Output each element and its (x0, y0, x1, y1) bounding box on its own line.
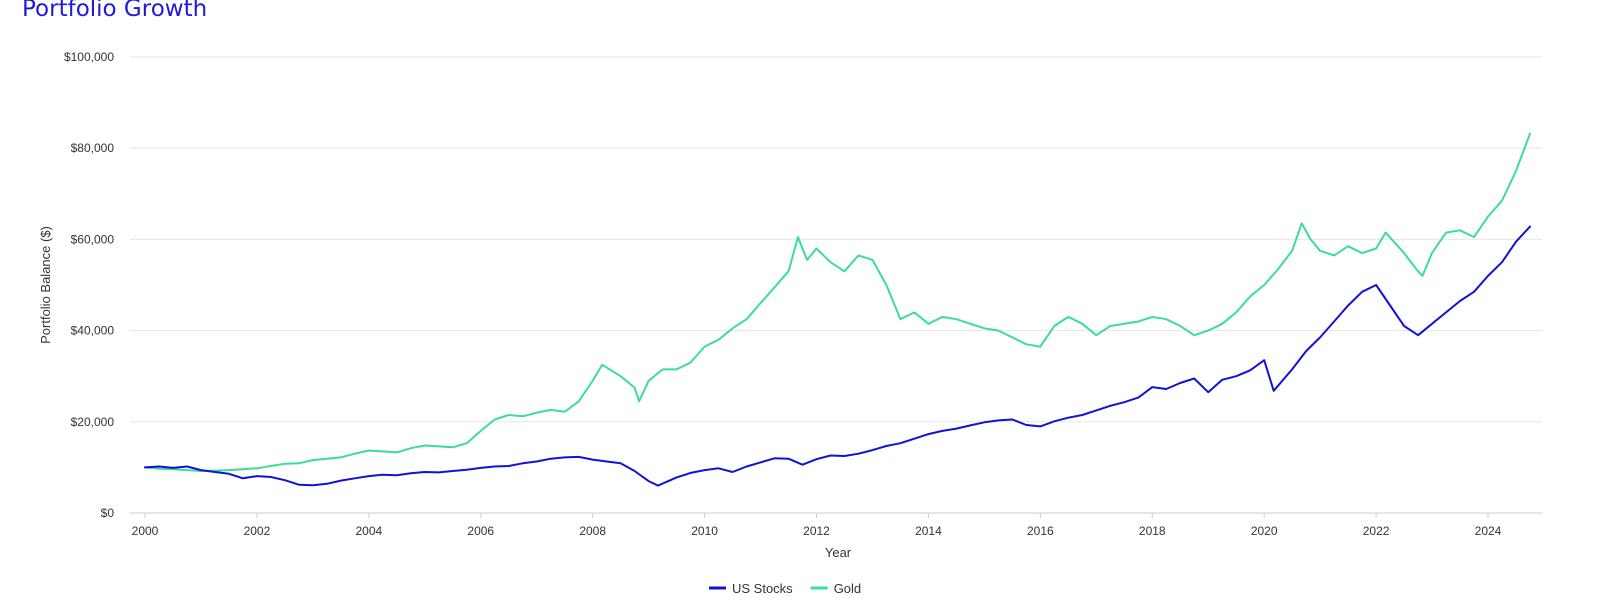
x-tick-label: 2010 (691, 524, 718, 538)
series-line-gold (144, 132, 1531, 472)
x-tick-label: 2014 (915, 524, 942, 538)
grid-lines (130, 56, 1542, 514)
y-tick-label: $20,000 (71, 415, 115, 429)
x-tick-label: 2004 (355, 524, 382, 538)
legend-item-gold[interactable]: Gold (810, 581, 861, 596)
y-axis-label: Portfolio Balance ($) (38, 226, 53, 344)
legend-label: Gold (834, 581, 861, 596)
y-tick-label: $40,000 (71, 324, 115, 338)
legend: US Stocks Gold (709, 581, 861, 596)
x-tick-label: 2016 (1027, 524, 1054, 538)
x-tick-label: 2020 (1251, 524, 1278, 538)
legend-item-us-stocks[interactable]: US Stocks (709, 581, 793, 596)
x-tick-label: 2006 (467, 524, 494, 538)
chart-title: Portfolio Growth (22, 0, 208, 22)
x-axis-ticks: 2000 2002 2004 2006 2008 2010 2012 2014 2016 2018… (130, 512, 1542, 538)
x-tick-label: 2012 (803, 524, 830, 538)
x-tick-label: 2008 (579, 524, 606, 538)
y-tick-label: $60,000 (71, 232, 115, 246)
y-axis-ticks: $0 $20,000 $40,000 $60,000 $80,000 $100,000 (64, 50, 114, 520)
x-tick-label: 2000 (132, 524, 159, 538)
y-tick-label: $0 (101, 506, 115, 520)
x-tick-label: 2018 (1139, 524, 1166, 538)
legend-label: US Stocks (732, 581, 793, 596)
series-line-us-stocks (144, 225, 1531, 487)
series-lines (144, 132, 1531, 487)
x-tick-label: 2024 (1475, 524, 1502, 538)
x-tick-label: 2002 (244, 524, 271, 538)
x-tick-label: 2022 (1363, 524, 1390, 538)
y-tick-label: $100,000 (64, 50, 114, 64)
x-axis-label: Year (825, 545, 852, 560)
y-tick-label: $80,000 (71, 141, 115, 155)
